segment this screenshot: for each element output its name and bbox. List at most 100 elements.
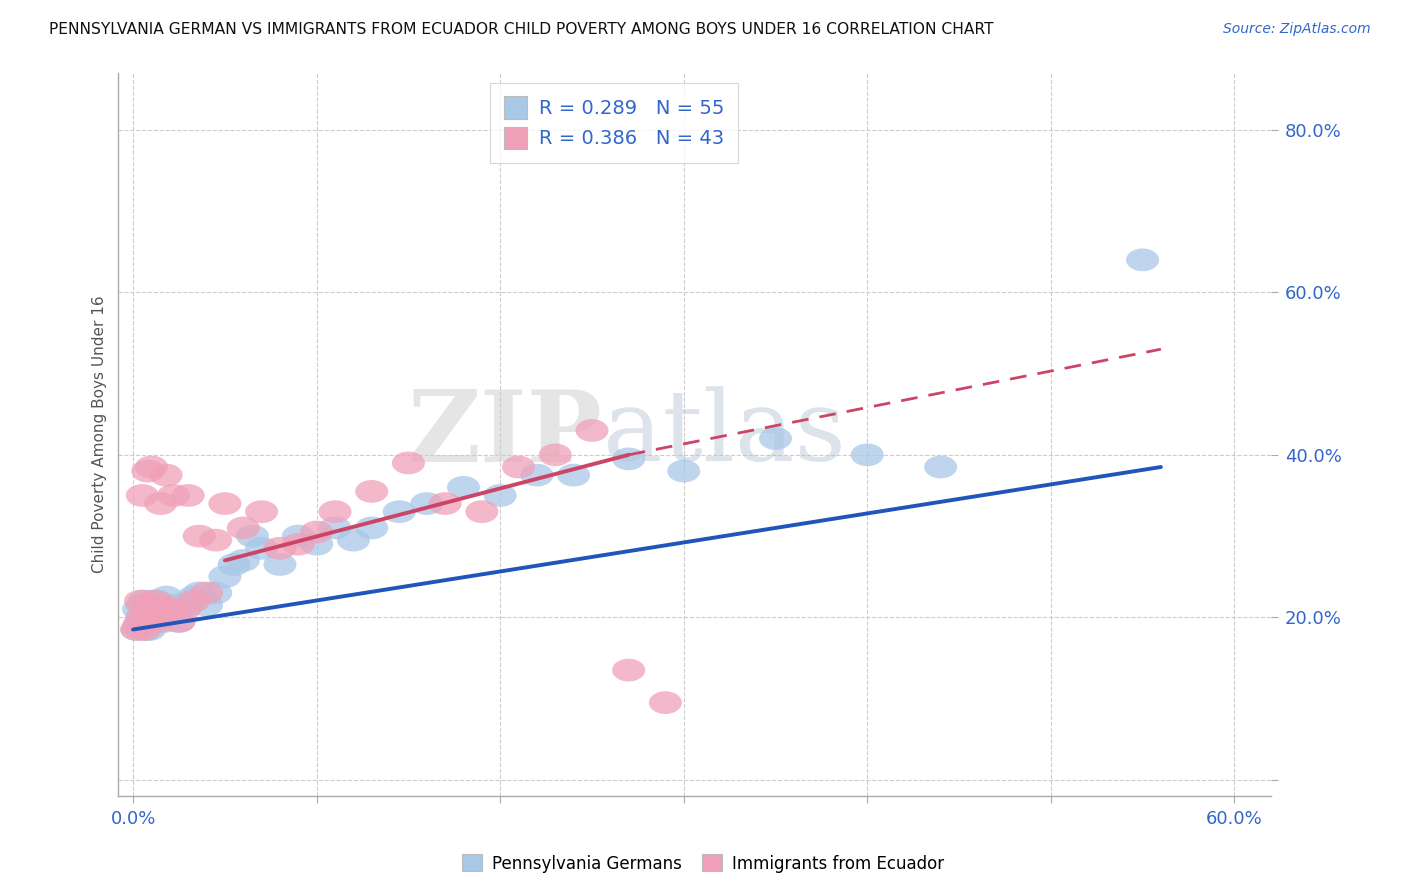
Ellipse shape: [382, 500, 416, 523]
Ellipse shape: [218, 553, 250, 576]
Ellipse shape: [520, 464, 554, 486]
Ellipse shape: [153, 598, 187, 621]
Ellipse shape: [125, 484, 159, 507]
Ellipse shape: [163, 610, 195, 632]
Ellipse shape: [924, 456, 957, 478]
Ellipse shape: [538, 443, 572, 467]
Ellipse shape: [134, 606, 166, 629]
Ellipse shape: [134, 594, 166, 616]
Ellipse shape: [208, 492, 242, 515]
Ellipse shape: [299, 521, 333, 543]
Ellipse shape: [139, 590, 172, 613]
Ellipse shape: [128, 614, 160, 637]
Ellipse shape: [356, 516, 388, 540]
Ellipse shape: [190, 594, 224, 616]
Text: ZIP: ZIP: [408, 386, 603, 483]
Ellipse shape: [125, 594, 159, 616]
Ellipse shape: [557, 464, 591, 486]
Ellipse shape: [484, 484, 517, 507]
Ellipse shape: [851, 443, 884, 467]
Ellipse shape: [411, 492, 443, 515]
Ellipse shape: [236, 524, 269, 548]
Ellipse shape: [131, 459, 165, 483]
Ellipse shape: [200, 529, 232, 551]
Ellipse shape: [129, 594, 163, 616]
Ellipse shape: [319, 500, 352, 523]
Ellipse shape: [135, 610, 167, 632]
Legend: R = 0.289   N = 55, R = 0.386   N = 43: R = 0.289 N = 55, R = 0.386 N = 43: [491, 83, 738, 162]
Ellipse shape: [146, 598, 179, 621]
Ellipse shape: [612, 659, 645, 681]
Ellipse shape: [447, 476, 479, 499]
Ellipse shape: [612, 448, 645, 470]
Ellipse shape: [139, 606, 172, 629]
Ellipse shape: [172, 594, 205, 616]
Ellipse shape: [183, 524, 215, 548]
Y-axis label: Child Poverty Among Boys Under 16: Child Poverty Among Boys Under 16: [93, 296, 107, 574]
Ellipse shape: [1126, 249, 1159, 271]
Ellipse shape: [128, 590, 160, 613]
Ellipse shape: [135, 590, 167, 613]
Ellipse shape: [135, 602, 167, 624]
Ellipse shape: [172, 484, 205, 507]
Ellipse shape: [668, 459, 700, 483]
Ellipse shape: [136, 594, 170, 616]
Ellipse shape: [208, 566, 242, 588]
Ellipse shape: [122, 598, 155, 621]
Ellipse shape: [502, 456, 536, 478]
Ellipse shape: [299, 533, 333, 556]
Ellipse shape: [183, 582, 215, 604]
Ellipse shape: [134, 618, 166, 640]
Ellipse shape: [141, 590, 173, 613]
Ellipse shape: [263, 553, 297, 576]
Ellipse shape: [125, 606, 159, 629]
Ellipse shape: [245, 537, 278, 559]
Ellipse shape: [125, 606, 159, 629]
Ellipse shape: [356, 480, 388, 503]
Ellipse shape: [149, 464, 183, 486]
Ellipse shape: [759, 427, 792, 450]
Ellipse shape: [337, 529, 370, 551]
Ellipse shape: [121, 618, 153, 640]
Ellipse shape: [146, 594, 179, 616]
Ellipse shape: [392, 451, 425, 475]
Ellipse shape: [131, 602, 165, 624]
Ellipse shape: [177, 586, 211, 608]
Ellipse shape: [149, 586, 183, 608]
Ellipse shape: [157, 484, 190, 507]
Ellipse shape: [167, 598, 201, 621]
Legend: Pennsylvania Germans, Immigrants from Ecuador: Pennsylvania Germans, Immigrants from Ec…: [456, 847, 950, 880]
Ellipse shape: [129, 606, 163, 629]
Ellipse shape: [142, 610, 176, 632]
Ellipse shape: [648, 691, 682, 714]
Ellipse shape: [200, 582, 232, 604]
Ellipse shape: [575, 419, 609, 442]
Ellipse shape: [245, 500, 278, 523]
Ellipse shape: [226, 549, 260, 572]
Ellipse shape: [121, 618, 153, 640]
Ellipse shape: [163, 610, 195, 632]
Ellipse shape: [319, 516, 352, 540]
Ellipse shape: [131, 610, 165, 632]
Ellipse shape: [429, 492, 461, 515]
Ellipse shape: [465, 500, 498, 523]
Ellipse shape: [145, 492, 177, 515]
Text: PENNSYLVANIA GERMAN VS IMMIGRANTS FROM ECUADOR CHILD POVERTY AMONG BOYS UNDER 16: PENNSYLVANIA GERMAN VS IMMIGRANTS FROM E…: [49, 22, 994, 37]
Ellipse shape: [124, 590, 157, 613]
Ellipse shape: [281, 524, 315, 548]
Ellipse shape: [148, 610, 181, 632]
Text: atlas: atlas: [603, 386, 845, 483]
Ellipse shape: [135, 456, 167, 478]
Ellipse shape: [157, 594, 190, 616]
Ellipse shape: [128, 618, 160, 640]
Ellipse shape: [177, 590, 211, 613]
Ellipse shape: [131, 598, 165, 621]
Text: Source: ZipAtlas.com: Source: ZipAtlas.com: [1223, 22, 1371, 37]
Ellipse shape: [226, 516, 260, 540]
Ellipse shape: [122, 614, 155, 637]
Ellipse shape: [190, 582, 224, 604]
Ellipse shape: [141, 598, 173, 621]
Ellipse shape: [124, 610, 157, 632]
Ellipse shape: [167, 594, 201, 616]
Ellipse shape: [153, 598, 187, 621]
